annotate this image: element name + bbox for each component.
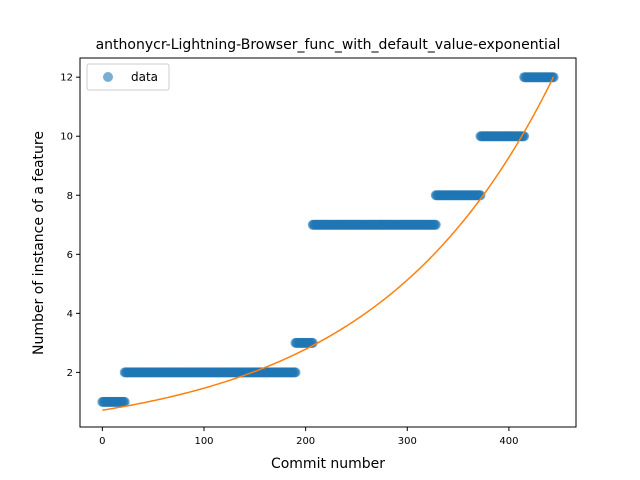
- x-tick-label: 200: [296, 436, 315, 447]
- x-tick-label: 100: [194, 436, 213, 447]
- y-tick-label: 4: [67, 309, 73, 320]
- x-tick-label: 0: [99, 436, 105, 447]
- y-tick-label: 10: [60, 132, 73, 143]
- plot-area: [80, 58, 576, 427]
- data-point: [430, 219, 441, 230]
- x-axis-label: Commit number: [271, 456, 385, 472]
- y-axis: 2 4 6 8 10 12: [60, 73, 80, 379]
- data-point: [290, 367, 301, 378]
- plot-frame: [79, 57, 577, 428]
- chart-title: anthonycr-Lightning-Browser_func_with_de…: [96, 37, 561, 53]
- legend-marker-data: [103, 72, 113, 82]
- y-tick-label: 2: [67, 368, 73, 379]
- y-axis-label: Number of instance of a feature: [31, 131, 47, 355]
- legend-label-data: data: [131, 70, 158, 84]
- y-tick-label: 6: [67, 250, 73, 261]
- x-tick-label: 300: [398, 436, 417, 447]
- data-point: [519, 131, 530, 142]
- data-point: [119, 396, 130, 407]
- y-tick-label: 12: [60, 73, 73, 84]
- y-tick-label: 8: [67, 191, 73, 202]
- data-point: [475, 190, 486, 201]
- x-axis: 0 100 200 300 400: [99, 427, 518, 447]
- plot-background: [80, 58, 576, 427]
- fit-curve: [102, 76, 555, 411]
- legend: data: [86, 63, 170, 91]
- data-point: [307, 337, 318, 348]
- axes-frame: [79, 57, 577, 428]
- x-tick-label: 400: [499, 436, 518, 447]
- fit-line: [102, 76, 555, 411]
- legend-box: [86, 63, 170, 91]
